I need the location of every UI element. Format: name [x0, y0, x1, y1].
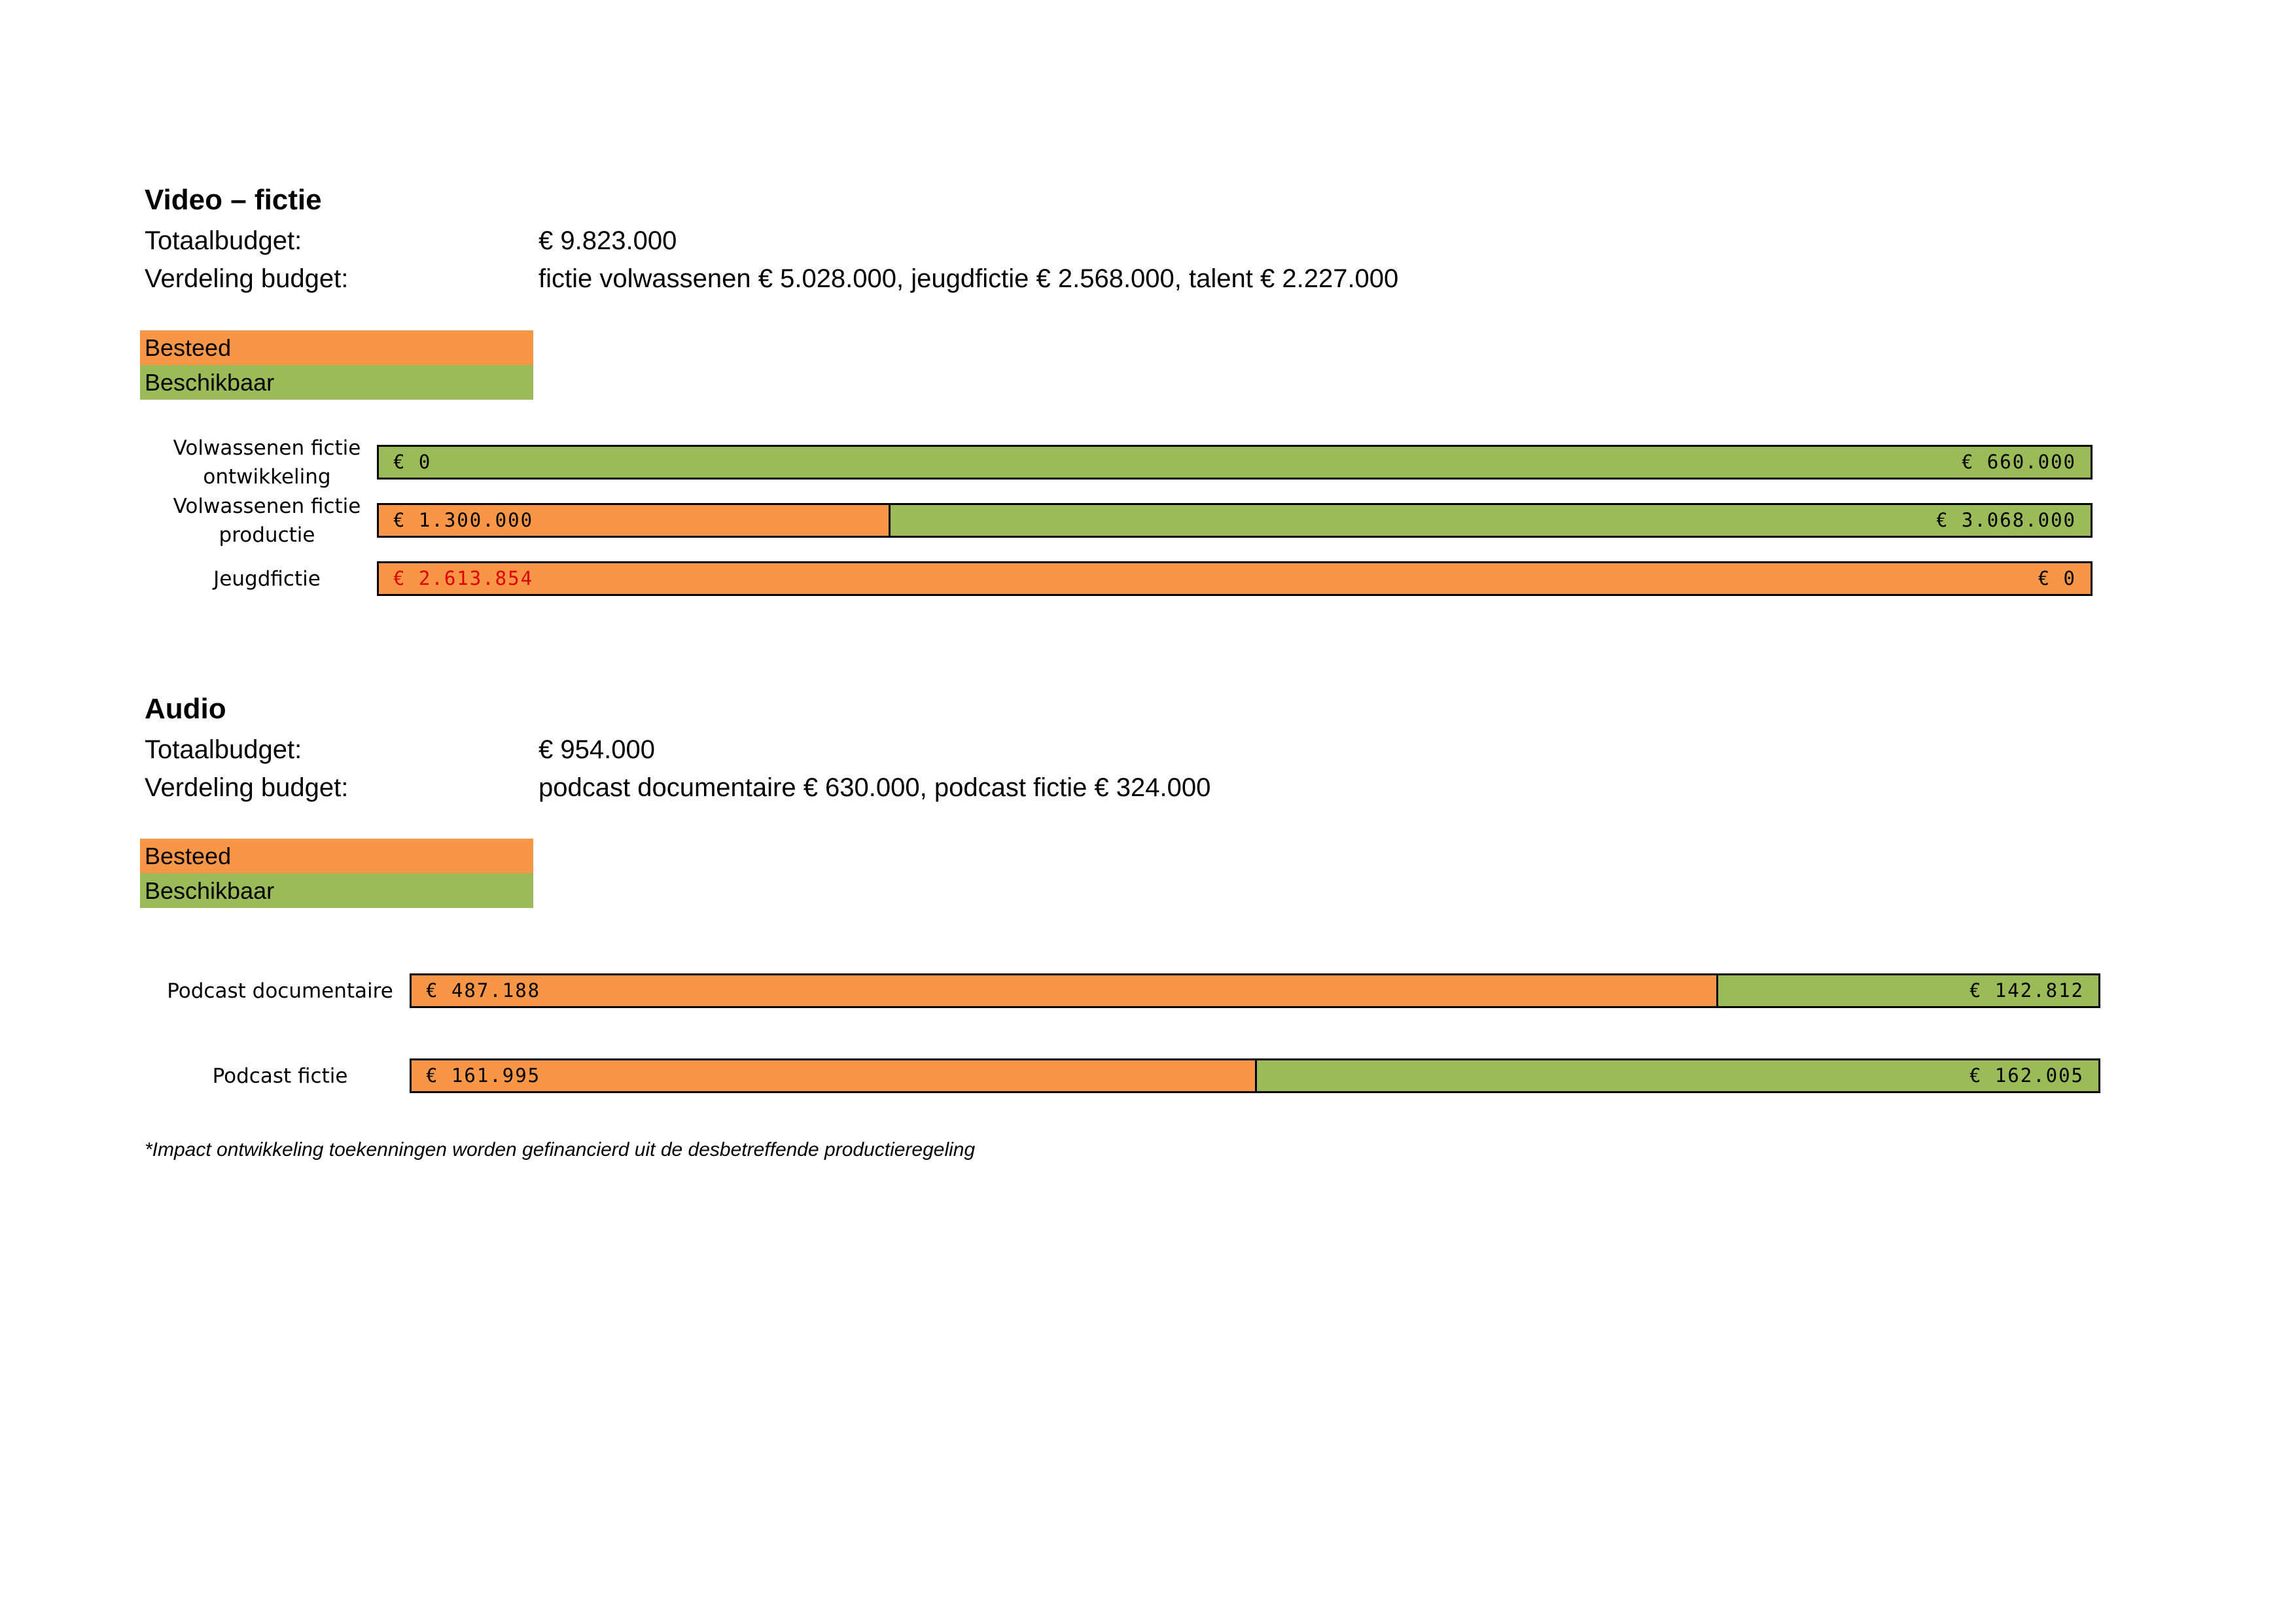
- bar-category-label-line: ontwikkeling: [203, 464, 331, 489]
- verdeling-value: podcast documentaire € 630.000, podcast …: [539, 773, 1211, 802]
- bar-category-label: Podcast documentaire: [157, 977, 403, 1005]
- bar-value-besteed: € 2.613.854: [393, 567, 534, 589]
- bar-value-beschikbaar: € 3.068.000: [1935, 509, 2076, 531]
- bar-category-label-line: Volwassenen fictie: [173, 494, 361, 518]
- bar-category-label: Jeugdfictie: [157, 565, 377, 593]
- stacked-bar: € 161.995 € 162.005: [410, 1058, 2100, 1093]
- bar-value-beschikbaar: € 0: [2038, 567, 2076, 589]
- bar-value-besteed: € 161.995: [426, 1064, 541, 1087]
- stacked-bar: € 2.613.854 € 0: [377, 561, 2093, 596]
- bar-segment-beschikbaar: [1716, 975, 2098, 1006]
- bar-segment-beschikbaar: [1254, 1060, 2098, 1091]
- legend-besteed: Besteed: [140, 839, 533, 873]
- bar-category-label-line: productie: [219, 523, 315, 547]
- bar-category-label: Volwassenen fictie productie: [157, 492, 377, 550]
- bar-segment-besteed: [379, 563, 2091, 594]
- totaalbudget-label: Totaalbudget:: [145, 735, 302, 764]
- bar-value-besteed: € 1.300.000: [393, 509, 534, 531]
- bar-segment-besteed: [412, 975, 1716, 1006]
- stacked-bar: € 0 € 660.000: [377, 445, 2093, 480]
- verdeling-label: Verdeling budget:: [145, 773, 349, 802]
- footnote: *Impact ontwikkeling toekenningen worden…: [145, 1139, 976, 1161]
- bar-segment-besteed: [412, 1060, 1255, 1091]
- section-title-video-fictie: Video – fictie: [145, 184, 322, 216]
- bar-segment-besteed: [379, 505, 889, 536]
- legend-beschikbaar: Beschikbaar: [140, 365, 533, 400]
- legend-beschikbaar: Beschikbaar: [140, 873, 533, 908]
- bar-value-besteed: € 0: [393, 451, 432, 473]
- legend-besteed: Besteed: [140, 330, 533, 365]
- bar-value-beschikbaar: € 142.812: [1969, 979, 2084, 1002]
- bar-segment-beschikbaar: [888, 505, 2091, 536]
- bar-category-label: Podcast fictie: [157, 1062, 403, 1091]
- totaalbudget-value: € 954.000: [539, 735, 655, 764]
- bar-value-beschikbaar: € 162.005: [1969, 1064, 2084, 1087]
- bar-category-label-line: Podcast documentaire: [167, 979, 393, 1003]
- stacked-bar: € 1.300.000 € 3.068.000: [377, 503, 2093, 538]
- bar-category-label-line: Podcast fictie: [212, 1064, 348, 1088]
- bar-category-label: Volwassenen fictie ontwikkeling: [157, 434, 377, 491]
- verdeling-label: Verdeling budget:: [145, 264, 349, 293]
- totaalbudget-label: Totaalbudget:: [145, 226, 302, 255]
- bar-value-besteed: € 487.188: [426, 979, 541, 1002]
- verdeling-value: fictie volwassenen € 5.028.000, jeugdfic…: [539, 264, 1399, 293]
- bar-segment-beschikbaar: [379, 447, 2091, 478]
- stacked-bar: € 487.188 € 142.812: [410, 973, 2100, 1008]
- totaalbudget-value: € 9.823.000: [539, 226, 677, 255]
- bar-category-label-line: Jeugdfictie: [213, 567, 321, 591]
- section-title-audio: Audio: [145, 693, 226, 725]
- bar-value-beschikbaar: € 660.000: [1961, 451, 2076, 473]
- bar-category-label-line: Volwassenen fictie: [173, 436, 361, 460]
